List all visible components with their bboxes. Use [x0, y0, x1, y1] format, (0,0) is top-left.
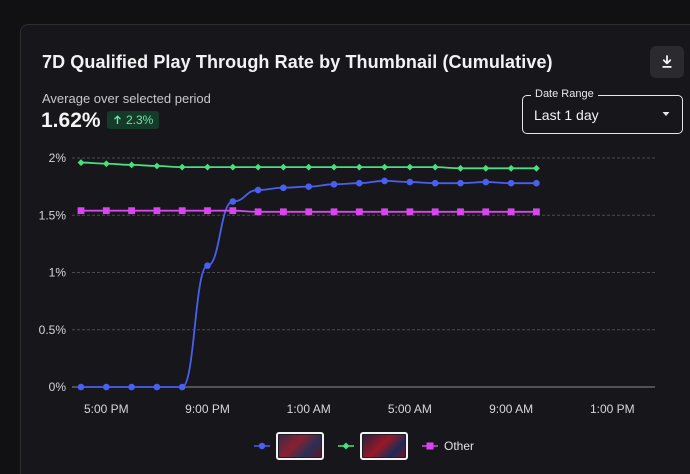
- data-point: [305, 208, 313, 216]
- data-point: [103, 383, 110, 391]
- data-point: [254, 208, 262, 216]
- data-point: [305, 163, 313, 171]
- data-point: [77, 383, 85, 391]
- data-point: [381, 163, 388, 171]
- data-point: [457, 164, 464, 172]
- data-point: [204, 163, 211, 171]
- data-point: [178, 383, 186, 391]
- date-range-value: Last 1 day: [534, 107, 599, 123]
- data-point: [280, 163, 287, 171]
- data-point: [482, 208, 490, 216]
- data-point: [330, 163, 338, 171]
- data-point: [431, 163, 439, 171]
- data-point: [406, 208, 414, 216]
- data-point: [77, 159, 85, 166]
- legend-item-other[interactable]: Other: [422, 439, 474, 453]
- data-point: [153, 383, 161, 391]
- download-button[interactable]: [650, 46, 684, 78]
- data-point: [457, 179, 464, 187]
- y-tick-label: 0.5%: [39, 323, 67, 337]
- data-point: [330, 208, 338, 216]
- legend-marker-diamond: [338, 442, 354, 450]
- date-range-label: Date Range: [531, 88, 598, 100]
- data-point: [381, 177, 388, 185]
- data-point: [507, 208, 515, 216]
- data-point: [482, 178, 490, 186]
- arrow-up-icon: [114, 115, 121, 124]
- y-tick-label: 1.5%: [39, 208, 67, 222]
- data-point: [280, 184, 287, 192]
- delta-value: 2.3%: [126, 113, 154, 127]
- data-point: [178, 207, 186, 215]
- delta-badge: 2.3%: [107, 111, 160, 129]
- data-point: [482, 164, 490, 172]
- data-point: [102, 207, 110, 215]
- data-point: [431, 208, 439, 216]
- data-point: [204, 262, 211, 269]
- data-point: [381, 208, 388, 216]
- data-point: [229, 163, 237, 171]
- average-value: 1.62%: [41, 109, 101, 132]
- data-point: [355, 208, 363, 216]
- data-point: [77, 207, 85, 215]
- x-tick-label: 9:00 AM: [489, 402, 533, 416]
- data-point: [229, 207, 237, 215]
- chart-title: 7D Qualified Play Through Rate by Thumbn…: [42, 52, 553, 72]
- chart-legend: Other: [254, 431, 474, 461]
- y-tick-label: 0%: [49, 380, 67, 394]
- y-tick-label: 1%: [49, 266, 67, 280]
- x-tick-label: 9:00 PM: [185, 402, 230, 416]
- data-point: [406, 178, 414, 186]
- data-point: [128, 207, 135, 215]
- data-point: [330, 181, 338, 188]
- data-point: [533, 164, 540, 172]
- data-point: [280, 208, 287, 216]
- data-point: [229, 198, 237, 205]
- x-tick-label: 5:00 PM: [84, 402, 129, 416]
- data-point: [533, 208, 540, 216]
- data-point: [507, 164, 515, 172]
- data-point: [457, 208, 464, 216]
- average-label: Average over selected period: [42, 91, 211, 106]
- legend-marker-square: [422, 442, 438, 450]
- data-point: [406, 163, 414, 171]
- data-point: [356, 179, 363, 187]
- legend-item-series-1[interactable]: [254, 432, 324, 460]
- data-point: [102, 160, 110, 168]
- thumbnail-image: [360, 432, 408, 460]
- download-icon: [662, 55, 672, 68]
- data-point: [533, 179, 540, 187]
- thumbnail-image: [276, 432, 324, 460]
- legend-label-other: Other: [444, 439, 475, 453]
- data-point: [305, 183, 313, 190]
- caret-down-icon: [662, 112, 670, 116]
- date-range-select[interactable]: Date Range Last 1 day: [522, 88, 683, 134]
- data-point: [254, 163, 262, 171]
- data-point: [153, 207, 161, 215]
- data-point: [355, 163, 363, 171]
- data-point: [204, 207, 211, 215]
- data-point: [128, 161, 135, 169]
- x-tick-label: 1:00 PM: [590, 402, 635, 416]
- legend-item-series-2[interactable]: [338, 432, 408, 460]
- x-tick-label: 1:00 AM: [287, 402, 331, 416]
- x-tick-label: 5:00 AM: [388, 402, 432, 416]
- y-tick-label: 2%: [49, 151, 67, 165]
- data-point: [128, 383, 135, 391]
- data-point: [507, 179, 515, 187]
- data-point: [254, 186, 262, 194]
- data-point: [178, 163, 186, 171]
- legend-marker-circle: [254, 442, 270, 450]
- data-point: [431, 179, 439, 187]
- data-point: [153, 162, 161, 170]
